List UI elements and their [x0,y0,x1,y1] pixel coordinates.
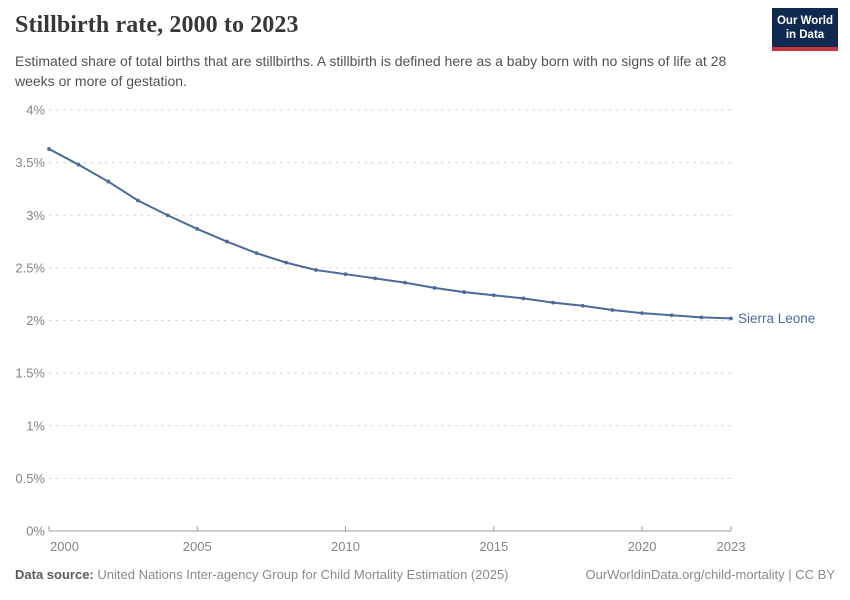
data-source: Data source: United Nations Inter-agency… [15,566,509,584]
owid-logo-line1: Our World [776,15,833,27]
data-point[interactable] [136,198,140,203]
chart-subtitle: Estimated share of total births that are… [15,53,727,89]
owid-logo[interactable]: Our World in Data [772,8,838,51]
data-source-text: United Nations Inter-agency Group for Ch… [97,567,509,582]
entity-label[interactable]: Sierra Leone [738,311,815,326]
line-chart[interactable]: 0% 0.5% 1% 1.5% 2% 2.5% 3% 3.5% 4% 2000 2005 2010 20… [0,95,850,565]
data-point[interactable] [225,239,229,244]
x-axis-tick-label: 2015 [479,539,508,554]
y-axis-tick-label: 1% [26,418,45,433]
data-point[interactable] [195,227,200,231]
y-axis-tick-label: 3.5% [15,155,45,170]
x-axis-tick-label: 2020 [628,539,657,554]
data-point[interactable] [402,280,407,285]
x-axis-tick-label: 2010 [331,539,360,554]
data-point[interactable] [254,251,259,256]
data-point[interactable] [76,162,81,167]
data-point[interactable] [699,315,704,320]
owid-logo-line2: in Data [785,29,825,41]
y-axis-tick-label: 2.5% [15,260,45,275]
data-point[interactable] [165,213,170,218]
chart-footer: Data source: United Nations Inter-agency… [15,566,835,584]
x-axis-tick-label: 2000 [50,539,79,554]
data-point[interactable] [551,300,555,305]
data-point[interactable] [432,285,437,290]
y-axis-tick-label: 4% [26,103,45,118]
data-point[interactable] [47,147,51,151]
y-axis-tick-label: 2% [26,313,45,328]
data-point[interactable] [669,313,674,318]
page-title: Stillbirth rate, 2000 to 2023 [15,12,299,38]
data-point[interactable] [521,296,526,301]
y-axis-tick-label: 0.5% [15,471,45,486]
y-axis-tick-label: 0% [26,524,45,539]
data-point[interactable] [491,293,496,298]
data-point[interactable] [313,268,318,272]
data-line[interactable] [48,147,732,320]
data-point[interactable] [580,303,585,308]
data-point[interactable] [610,308,615,312]
x-axis-tick-label: 2005 [183,539,212,554]
data-point[interactable] [284,260,289,265]
data-point[interactable] [640,311,644,316]
footer-citation-link[interactable]: OurWorldinData.org/child-mortality | CC … [585,567,836,582]
data-point[interactable] [343,272,348,277]
data-point[interactable] [106,179,111,184]
data-source-label: Data source: [15,567,94,582]
y-axis-tick-label: 1.5% [15,366,45,381]
data-point[interactable] [373,276,378,281]
x-axis-tick-label: 2023 [717,539,746,554]
y-axis-tick-label: 3% [26,208,45,223]
data-point[interactable] [729,316,733,321]
data-point[interactable] [462,290,467,294]
